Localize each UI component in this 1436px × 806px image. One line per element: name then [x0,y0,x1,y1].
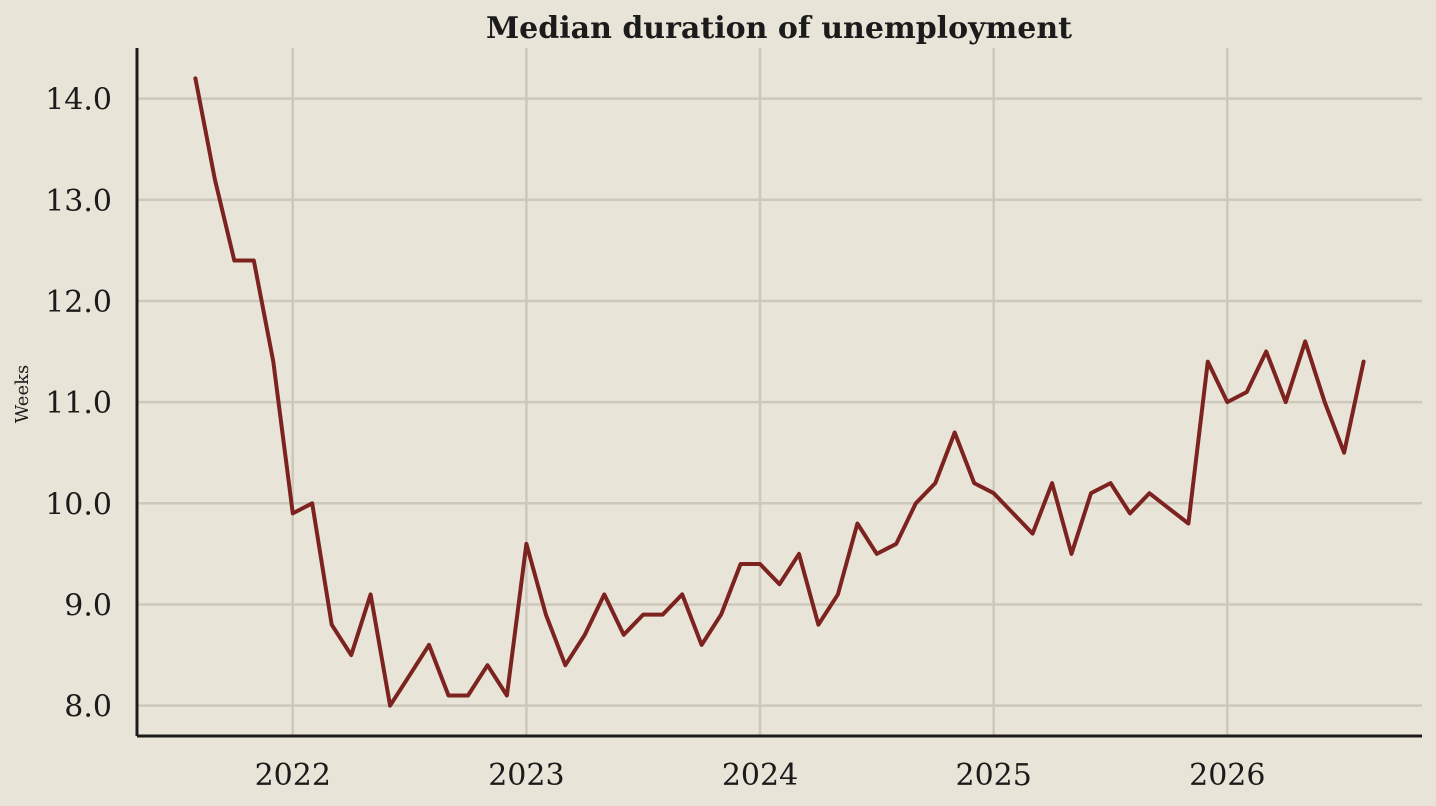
x-tick-label: 2025 [955,758,1031,793]
x-tick-label: 2023 [488,758,564,793]
y-axis-label: Weeks [12,365,33,423]
y-tick-label: 12.0 [45,285,112,320]
y-tick-label: 9.0 [64,588,112,623]
y-tick-label: 11.0 [45,386,112,421]
y-tick-label: 13.0 [45,184,112,219]
tick-labels: 8.0 9.0 10.0 11.0 12.0 13.0 14.0 2022 2023 2024 20… [45,83,1265,793]
x-tick-label: 2024 [722,758,798,793]
gridlines [137,48,1422,736]
chart-title: Median duration of unemployment [486,11,1072,46]
y-tick-label: 14.0 [45,83,112,118]
series-layer [193,76,1366,708]
axes [135,48,1422,738]
x-tick-label: 2026 [1189,758,1265,793]
y-tick-label: 10.0 [45,487,112,522]
x-tick-label: 2022 [255,758,331,793]
series-line-0 [193,76,1366,708]
y-tick-label: 8.0 [64,690,112,725]
